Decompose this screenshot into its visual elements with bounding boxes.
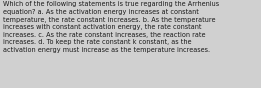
Text: Which of the following statements is true regarding the Arrhenius
equation? a. A: Which of the following statements is tru… <box>3 1 219 53</box>
